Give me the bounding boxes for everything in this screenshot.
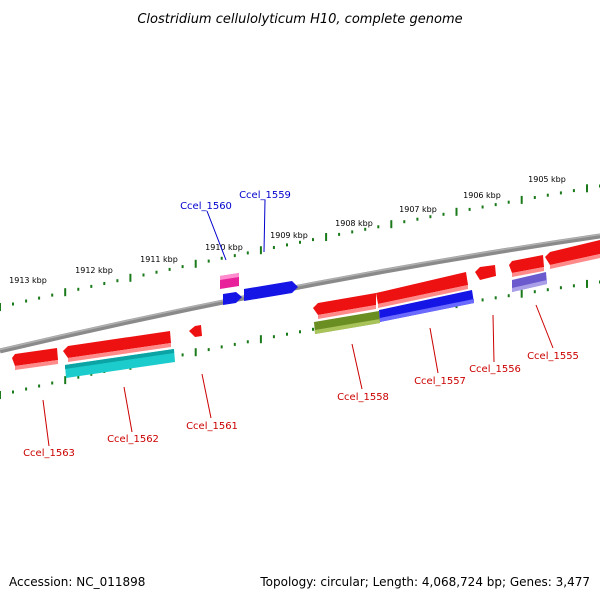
- kbp-label: 1913 kbp: [9, 276, 47, 285]
- gene-label[interactable]: Ccel_1561: [186, 421, 238, 432]
- gene-labels: Ccel_1560 Ccel_1559 Ccel_1563 Ccel_1562 …: [23, 190, 579, 459]
- gene-feature[interactable]: [376, 272, 468, 304]
- gene-features: [12, 240, 600, 378]
- gene-feature[interactable]: [189, 325, 202, 337]
- gene-label[interactable]: Ccel_1563: [23, 448, 75, 459]
- kbp-label: 1905 kbp: [528, 175, 566, 184]
- gene-feature[interactable]: [475, 265, 496, 280]
- gene-feature[interactable]: [223, 292, 242, 305]
- kbp-label: 1906 kbp: [463, 191, 501, 200]
- gene-feature[interactable]: [509, 255, 544, 273]
- accession-text: Accession: NC_011898: [9, 575, 145, 589]
- gene-label[interactable]: Ccel_1556: [469, 364, 521, 375]
- kbp-label: 1909 kbp: [270, 231, 308, 240]
- gene-label[interactable]: Ccel_1558: [337, 392, 389, 403]
- kbp-label: 1908 kbp: [335, 219, 373, 228]
- gene-label[interactable]: Ccel_1560: [180, 201, 232, 212]
- gene-label[interactable]: Ccel_1555: [527, 351, 579, 362]
- gene-feature-ccel-1559[interactable]: [244, 281, 298, 301]
- gene-label[interactable]: Ccel_1559: [239, 190, 291, 201]
- gene-feature[interactable]: [12, 348, 58, 366]
- gene-label[interactable]: Ccel_1562: [107, 434, 159, 445]
- genome-summary-text: Topology: circular; Length: 4,068,724 bp…: [259, 575, 590, 589]
- kbp-label: 1907 kbp: [399, 205, 437, 214]
- gene-feature[interactable]: [63, 331, 171, 358]
- gene-label[interactable]: Ccel_1557: [414, 376, 466, 387]
- map-title: Clostridium cellulolyticum H10, complete…: [137, 12, 462, 27]
- genome-backbone: [0, 233, 600, 354]
- scale-labels: 1913 kbp 1912 kbp 1911 kbp 1910 kbp 1909…: [9, 175, 566, 285]
- kbp-label: 1912 kbp: [75, 266, 113, 275]
- kbp-label: 1910 kbp: [205, 243, 243, 252]
- leader-lines: [42, 199, 554, 447]
- gene-feature[interactable]: [545, 240, 600, 265]
- gene-feature[interactable]: [313, 293, 376, 315]
- kbp-label: 1911 kbp: [140, 255, 178, 264]
